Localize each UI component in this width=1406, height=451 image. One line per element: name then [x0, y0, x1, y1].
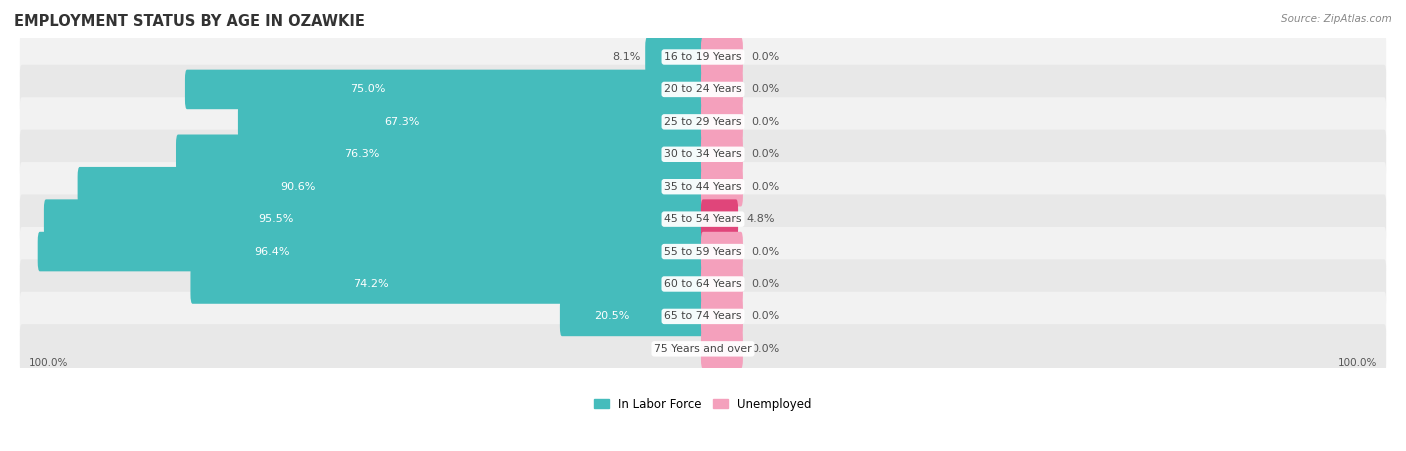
Text: 20.5%: 20.5%	[593, 312, 628, 322]
FancyBboxPatch shape	[38, 232, 704, 272]
FancyBboxPatch shape	[702, 37, 742, 77]
Text: 20 to 24 Years: 20 to 24 Years	[664, 84, 742, 94]
Text: 100.0%: 100.0%	[1339, 358, 1378, 368]
Text: EMPLOYMENT STATUS BY AGE IN OZAWKIE: EMPLOYMENT STATUS BY AGE IN OZAWKIE	[14, 14, 366, 28]
FancyBboxPatch shape	[20, 259, 1386, 308]
FancyBboxPatch shape	[702, 102, 742, 142]
Text: 0.0%: 0.0%	[751, 117, 779, 127]
FancyBboxPatch shape	[20, 227, 1386, 276]
FancyBboxPatch shape	[238, 102, 704, 142]
FancyBboxPatch shape	[44, 199, 704, 239]
Text: 0.0%: 0.0%	[751, 279, 779, 289]
Text: 75 Years and over: 75 Years and over	[654, 344, 752, 354]
Text: 75.0%: 75.0%	[350, 84, 385, 94]
Text: 0.0%: 0.0%	[751, 344, 779, 354]
Text: 96.4%: 96.4%	[254, 247, 290, 257]
FancyBboxPatch shape	[702, 199, 738, 239]
FancyBboxPatch shape	[20, 32, 1386, 82]
Text: 0.0%: 0.0%	[751, 182, 779, 192]
FancyBboxPatch shape	[560, 297, 704, 336]
FancyBboxPatch shape	[190, 264, 704, 304]
Text: 45 to 54 Years: 45 to 54 Years	[664, 214, 742, 224]
Text: 16 to 19 Years: 16 to 19 Years	[664, 52, 742, 62]
Text: 4.8%: 4.8%	[747, 214, 775, 224]
Text: 55 to 59 Years: 55 to 59 Years	[664, 247, 742, 257]
Text: 8.1%: 8.1%	[612, 52, 640, 62]
FancyBboxPatch shape	[702, 329, 742, 368]
Text: 90.6%: 90.6%	[280, 182, 315, 192]
Text: 67.3%: 67.3%	[384, 117, 420, 127]
FancyBboxPatch shape	[20, 97, 1386, 147]
FancyBboxPatch shape	[645, 37, 704, 77]
Text: 0.0%: 0.0%	[751, 312, 779, 322]
FancyBboxPatch shape	[702, 264, 742, 304]
FancyBboxPatch shape	[77, 167, 704, 207]
Text: 76.3%: 76.3%	[344, 149, 380, 159]
Text: 35 to 44 Years: 35 to 44 Years	[664, 182, 742, 192]
Text: 0.0%: 0.0%	[751, 247, 779, 257]
Text: 25 to 29 Years: 25 to 29 Years	[664, 117, 742, 127]
Text: 100.0%: 100.0%	[28, 358, 67, 368]
Text: 74.2%: 74.2%	[353, 279, 389, 289]
Text: 0.0%: 0.0%	[668, 344, 696, 354]
Text: 30 to 34 Years: 30 to 34 Years	[664, 149, 742, 159]
Text: 65 to 74 Years: 65 to 74 Years	[664, 312, 742, 322]
FancyBboxPatch shape	[176, 134, 704, 174]
FancyBboxPatch shape	[186, 69, 704, 109]
Text: 0.0%: 0.0%	[751, 84, 779, 94]
FancyBboxPatch shape	[702, 134, 742, 174]
FancyBboxPatch shape	[20, 129, 1386, 179]
FancyBboxPatch shape	[702, 232, 742, 272]
FancyBboxPatch shape	[20, 324, 1386, 373]
FancyBboxPatch shape	[702, 167, 742, 207]
Text: 60 to 64 Years: 60 to 64 Years	[664, 279, 742, 289]
FancyBboxPatch shape	[702, 297, 742, 336]
Text: 95.5%: 95.5%	[259, 214, 294, 224]
Legend: In Labor Force, Unemployed: In Labor Force, Unemployed	[589, 393, 817, 415]
FancyBboxPatch shape	[20, 162, 1386, 212]
FancyBboxPatch shape	[20, 292, 1386, 341]
FancyBboxPatch shape	[20, 65, 1386, 114]
FancyBboxPatch shape	[20, 194, 1386, 244]
Text: 0.0%: 0.0%	[751, 52, 779, 62]
Text: Source: ZipAtlas.com: Source: ZipAtlas.com	[1281, 14, 1392, 23]
Text: 0.0%: 0.0%	[751, 149, 779, 159]
FancyBboxPatch shape	[702, 69, 742, 109]
